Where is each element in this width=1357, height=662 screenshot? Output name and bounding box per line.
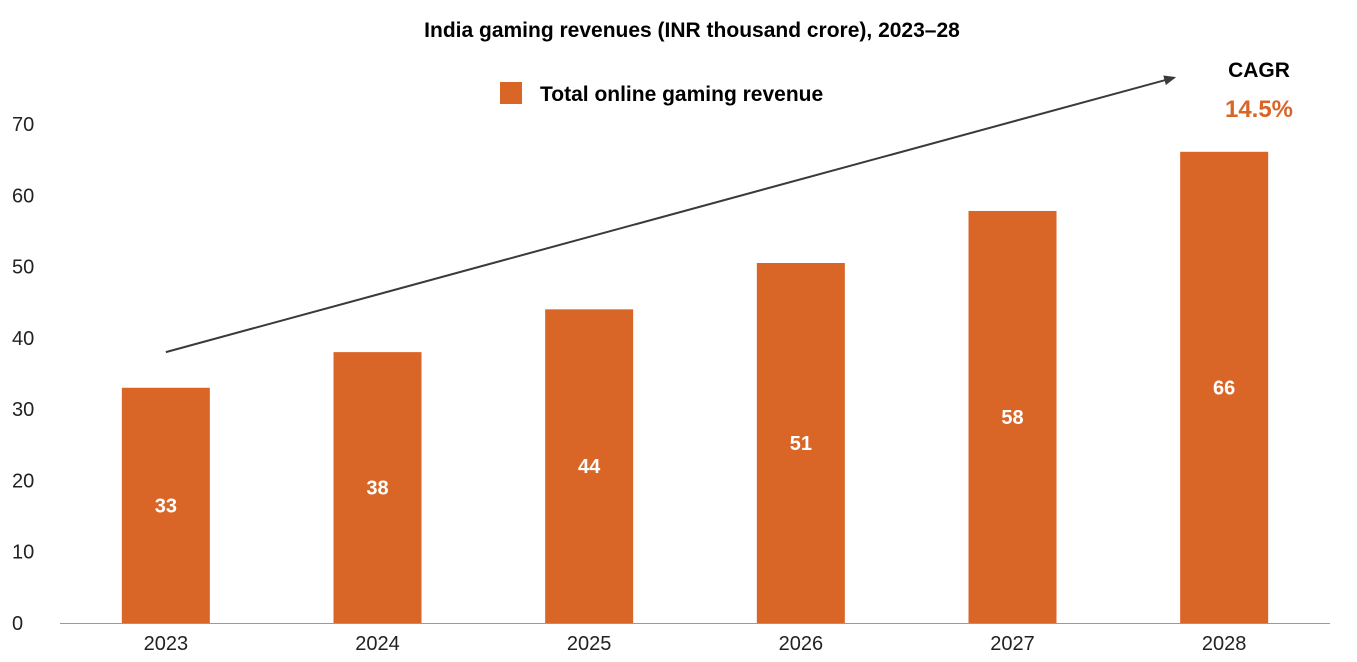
y-tick-label: 0 <box>12 613 23 635</box>
y-tick-label: 20 <box>12 470 34 492</box>
y-tick-label: 50 <box>12 257 34 279</box>
legend: Total online gaming revenue <box>500 82 823 106</box>
y-tick-label: 30 <box>12 399 34 421</box>
y-tick-label: 70 <box>12 114 34 136</box>
bar-data-label: 38 <box>366 478 388 500</box>
y-tick-label: 40 <box>12 328 34 350</box>
y-tick-label: 60 <box>12 185 34 207</box>
x-tick-label: 2025 <box>567 633 612 655</box>
x-tick-label: 2026 <box>779 633 824 655</box>
x-tick-label: 2028 <box>1202 633 1247 655</box>
cagr-trend-arrow <box>165 75 1177 354</box>
x-tick-label: 2024 <box>355 633 400 655</box>
bar-data-label: 58 <box>1001 407 1023 429</box>
bar-data-label: 33 <box>155 495 177 517</box>
bar <box>968 210 1057 623</box>
bar-series: 33 38 44 51 58 66 <box>121 151 1269 623</box>
bar-data-label: 51 <box>790 433 812 455</box>
cagr-label: CAGR <box>1228 59 1290 82</box>
y-tick-label: 10 <box>12 542 34 564</box>
y-axis: 0 10 20 30 40 50 60 70 <box>12 114 34 635</box>
bar <box>1180 151 1269 623</box>
legend-swatch <box>500 82 522 104</box>
x-tick-label: 2027 <box>990 633 1035 655</box>
bar-data-label: 44 <box>578 456 601 478</box>
bar-data-label: 66 <box>1213 377 1235 399</box>
x-axis: 2023 2024 2025 2026 2027 2028 <box>60 623 1330 655</box>
legend-label: Total online gaming revenue <box>540 83 823 106</box>
x-tick-label: 2023 <box>144 633 189 655</box>
bar <box>333 352 422 623</box>
chart-title: India gaming revenues (INR thousand cror… <box>424 19 960 42</box>
bar <box>756 263 845 623</box>
bar <box>545 309 634 623</box>
bar <box>121 387 210 623</box>
cagr-value: 14.5% <box>1225 96 1293 123</box>
